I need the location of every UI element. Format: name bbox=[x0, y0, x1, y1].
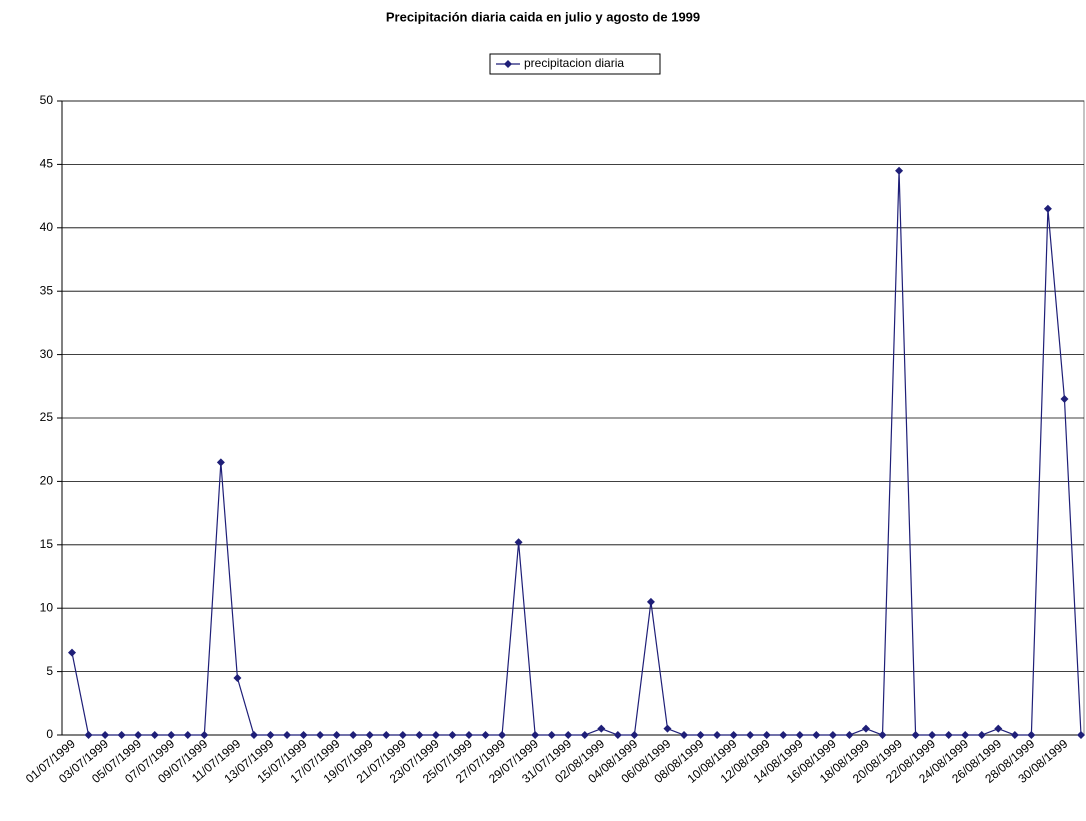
data-point bbox=[216, 458, 225, 467]
data-point bbox=[812, 731, 821, 739]
data-point bbox=[928, 731, 937, 739]
y-tick-label: 50 bbox=[40, 93, 54, 107]
data-point bbox=[646, 597, 655, 606]
data-point bbox=[183, 731, 192, 739]
data-point bbox=[150, 731, 159, 739]
y-tick-label: 30 bbox=[40, 347, 54, 361]
data-point bbox=[514, 538, 523, 547]
y-tick-label: 40 bbox=[40, 220, 54, 234]
data-point bbox=[580, 731, 589, 739]
data-point bbox=[382, 731, 391, 739]
data-point bbox=[564, 731, 573, 739]
data-point bbox=[994, 724, 1003, 733]
data-point bbox=[663, 724, 672, 733]
data-point bbox=[481, 731, 490, 739]
data-point bbox=[828, 731, 837, 739]
data-point bbox=[630, 731, 639, 739]
data-point bbox=[1027, 731, 1036, 739]
y-tick-label: 45 bbox=[40, 157, 54, 171]
data-point bbox=[117, 731, 126, 739]
data-point bbox=[84, 731, 93, 739]
y-tick-label: 10 bbox=[40, 600, 54, 614]
legend-label: precipitacion diaria bbox=[524, 56, 624, 70]
data-point bbox=[613, 731, 622, 739]
data-point bbox=[713, 731, 722, 739]
data-point bbox=[415, 731, 424, 739]
y-tick-label: 35 bbox=[40, 283, 54, 297]
y-tick-label: 5 bbox=[46, 664, 53, 678]
data-point bbox=[895, 166, 904, 175]
data-point bbox=[795, 731, 804, 739]
data-point bbox=[911, 731, 920, 739]
legend-marker bbox=[504, 60, 512, 68]
y-tick-label: 0 bbox=[46, 727, 53, 741]
data-point bbox=[365, 731, 374, 739]
legend-box bbox=[489, 53, 661, 75]
data-point bbox=[1043, 204, 1052, 213]
data-point bbox=[696, 731, 705, 739]
data-point bbox=[597, 724, 606, 733]
data-point bbox=[1010, 731, 1019, 739]
data-point bbox=[878, 731, 887, 739]
data-point bbox=[845, 731, 854, 739]
data-point bbox=[200, 731, 209, 739]
data-point bbox=[101, 731, 110, 739]
data-point bbox=[1077, 731, 1085, 739]
data-point bbox=[779, 731, 788, 739]
data-point bbox=[266, 731, 275, 739]
data-point bbox=[977, 731, 986, 739]
chart-title: Precipitación diaria caida en julio y ag… bbox=[386, 9, 700, 24]
data-point bbox=[349, 731, 358, 739]
data-point bbox=[233, 673, 242, 682]
data-point bbox=[316, 731, 325, 739]
data-point bbox=[729, 731, 738, 739]
y-tick-label: 15 bbox=[40, 537, 54, 551]
data-point bbox=[746, 731, 755, 739]
data-point bbox=[299, 731, 308, 739]
data-point bbox=[134, 731, 143, 739]
data-point bbox=[961, 731, 970, 739]
series-line bbox=[71, 170, 1082, 736]
data-point bbox=[1060, 394, 1069, 403]
data-point bbox=[249, 731, 258, 739]
data-point bbox=[464, 731, 473, 739]
data-point bbox=[431, 731, 440, 739]
data-point bbox=[531, 731, 540, 739]
data-point bbox=[861, 724, 870, 733]
data-point bbox=[547, 731, 556, 739]
data-point bbox=[68, 648, 76, 657]
data-point bbox=[680, 731, 689, 739]
data-point bbox=[498, 731, 507, 739]
data-point bbox=[167, 731, 176, 739]
data-point bbox=[283, 731, 292, 739]
y-tick-label: 20 bbox=[40, 474, 54, 488]
data-point bbox=[448, 731, 457, 739]
data-point bbox=[944, 731, 953, 739]
y-tick-label: 25 bbox=[40, 410, 54, 424]
data-point bbox=[762, 731, 771, 739]
data-point bbox=[398, 731, 407, 739]
data-point bbox=[332, 731, 341, 739]
